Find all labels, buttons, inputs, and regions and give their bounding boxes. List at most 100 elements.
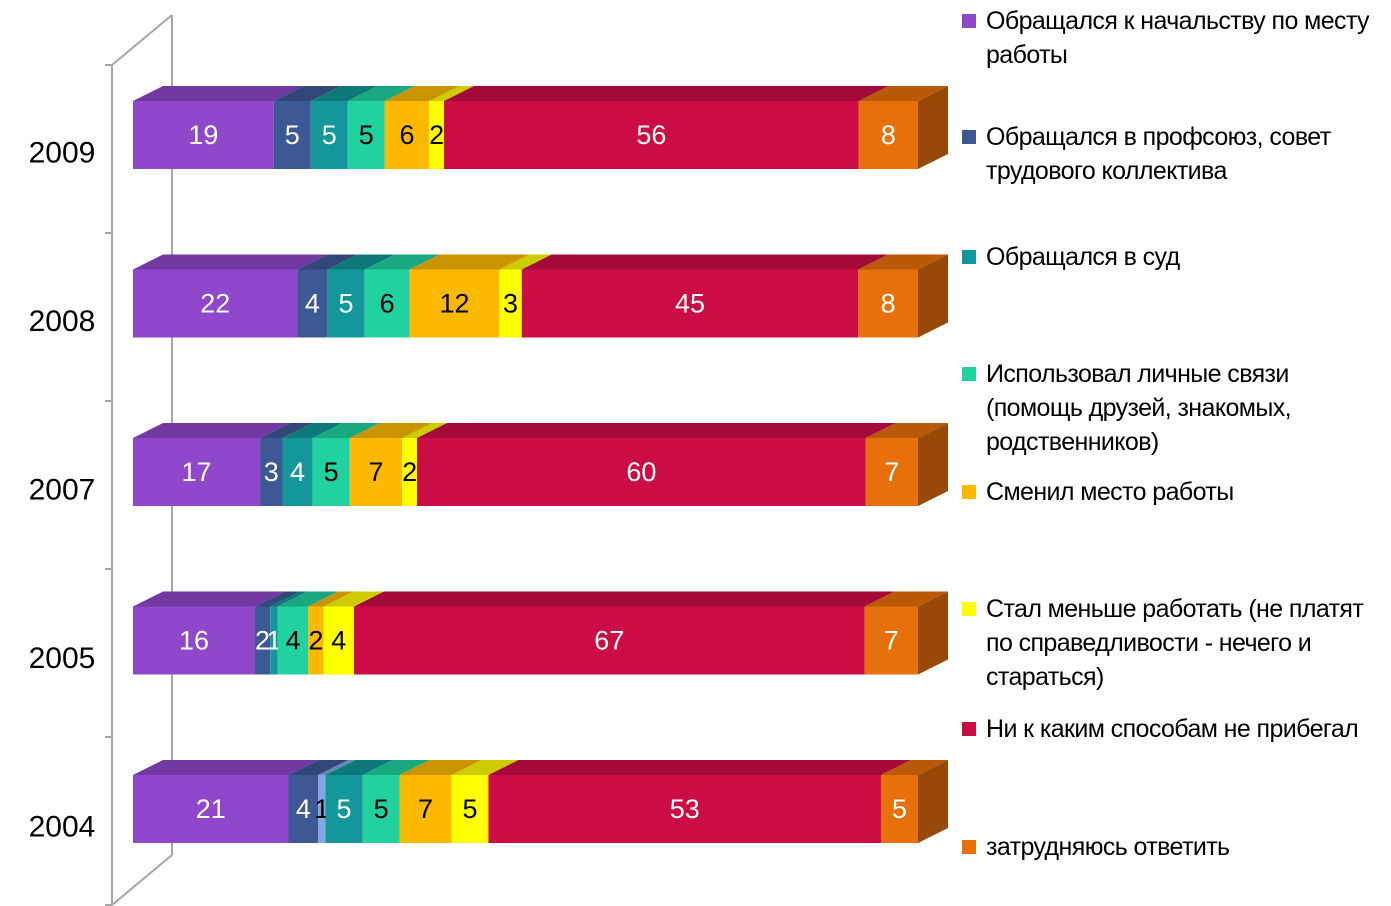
data-label: 5 (339, 289, 354, 319)
data-label: 5 (285, 120, 300, 150)
data-label: 17 (182, 457, 212, 487)
data-label: 1 (266, 626, 281, 656)
data-label: 4 (331, 626, 346, 656)
data-label: 3 (503, 289, 518, 319)
data-label: 19 (188, 120, 218, 150)
bar (133, 775, 289, 843)
bar (349, 438, 403, 506)
bar-top (297, 254, 358, 270)
bar-top (880, 760, 948, 775)
legend-item: Стал меньше работать (не платят по справ… (962, 592, 1387, 694)
bar-side (918, 423, 948, 506)
bar (288, 775, 319, 843)
bar (402, 438, 418, 506)
data-label: 5 (462, 794, 477, 824)
bar-top (310, 86, 378, 101)
bar (133, 269, 298, 338)
bar (384, 101, 430, 169)
bar (880, 775, 918, 843)
bar-top (254, 591, 301, 607)
y-tick-label: 2007 (29, 474, 96, 507)
data-label: 53 (670, 794, 700, 824)
legend-swatch (962, 485, 976, 499)
bar-top (133, 760, 319, 775)
legend-label: Стал меньше работать (не платят по справ… (986, 595, 1364, 691)
data-label: 7 (884, 626, 899, 656)
bar-top (288, 760, 349, 775)
bar-top (451, 760, 519, 775)
bar (282, 438, 313, 506)
bar-top (865, 423, 948, 438)
bar-top (308, 591, 354, 607)
data-label: 4 (305, 289, 320, 319)
legend-swatch (962, 840, 976, 854)
bar-top (133, 591, 285, 607)
legend-swatch (962, 250, 976, 264)
bar (347, 101, 385, 169)
bar-top (858, 86, 948, 101)
bar-top (499, 254, 552, 270)
data-label: 7 (884, 457, 899, 487)
bar-side (918, 591, 948, 675)
bar-top (354, 591, 895, 607)
data-label: 3 (264, 457, 279, 487)
bar (133, 438, 261, 506)
legend-item: Использовал личные связи (помощь друзей,… (962, 357, 1387, 459)
data-label: 45 (675, 289, 705, 319)
bar (429, 101, 445, 169)
bar (399, 775, 452, 843)
data-label: 16 (179, 626, 209, 656)
data-label: 4 (286, 626, 301, 656)
data-label: 2 (429, 120, 444, 150)
data-label: 6 (380, 289, 395, 319)
bar-top (521, 254, 889, 270)
bar (409, 269, 500, 338)
bar-top (362, 760, 430, 775)
bar (499, 269, 522, 338)
legend-swatch (962, 602, 976, 616)
legend-item: Сменил место работы (962, 475, 1387, 509)
legend-item: Обращался в суд (962, 240, 1387, 274)
data-label: 5 (337, 794, 352, 824)
data-label: 6 (399, 120, 414, 150)
bar (364, 269, 410, 338)
legend-label: Сменил место работы (986, 478, 1234, 506)
y-tick-label: 2009 (29, 137, 96, 170)
bar-top (488, 760, 911, 775)
bar-top (409, 254, 530, 270)
bar (865, 438, 918, 506)
bar-top (270, 591, 308, 607)
bar-top (260, 423, 313, 438)
bar-top (364, 254, 440, 270)
bar (310, 101, 348, 169)
legend-item: Обращался к начальству по месту работы (962, 4, 1387, 72)
bar-top (273, 86, 341, 101)
bar-top (282, 423, 343, 438)
bar-top (384, 86, 460, 101)
bar-top (347, 86, 415, 101)
bar (451, 775, 489, 843)
bar-top (429, 86, 475, 101)
data-label: 56 (636, 120, 666, 150)
data-label: 67 (594, 626, 624, 656)
data-label: 5 (892, 794, 907, 824)
bar (417, 438, 866, 506)
bar-top (133, 86, 304, 101)
bar (488, 775, 881, 843)
data-label: 12 (439, 289, 469, 319)
legend-label: Обращался к начальству по месту работы (986, 7, 1370, 69)
legend-item: затрудняюсь ответить (962, 830, 1387, 864)
legend-swatch (962, 14, 976, 28)
y-tick-label: 2005 (29, 642, 96, 675)
data-label: 5 (324, 457, 339, 487)
bar (133, 101, 274, 169)
bar (864, 606, 918, 675)
data-label: 7 (418, 794, 433, 824)
bar (323, 606, 355, 675)
bar (254, 606, 271, 675)
data-label: 4 (296, 794, 311, 824)
bar (858, 269, 918, 338)
bar-top (349, 423, 433, 438)
